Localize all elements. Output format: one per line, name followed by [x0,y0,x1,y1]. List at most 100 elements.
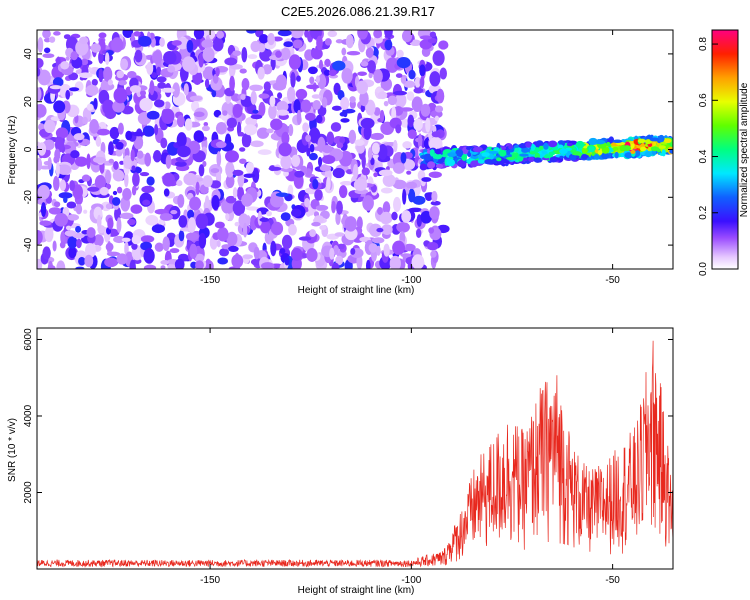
heatmap-noise-cell [311,221,321,227]
spectrogram-ylabel: Frequency (Hz) [7,116,18,185]
heatmap-noise-cell [363,125,372,141]
heatmap-noise-cell [241,193,253,207]
heatmap-noise-cell [335,255,344,266]
heatmap-noise-cell [286,86,296,103]
heatmap-noise-cell [357,71,368,76]
x-tick-label: -100 [401,275,421,286]
heatmap-noise-cell [438,40,449,50]
heatmap-noise-cell [96,214,102,230]
heatmap-noise-cell [258,34,269,44]
heatmap-noise-cell [134,49,143,63]
heatmap-signal-cell [481,152,490,157]
heatmap-noise-cell [305,211,315,216]
heatmap-noise-cell [141,185,155,194]
heatmap-noise-cell [305,134,311,143]
heatmap-noise-cell [260,220,271,234]
heatmap-noise-cell [279,248,286,255]
heatmap-noise-cell [113,160,119,170]
heatmap-signal-cell [658,145,666,149]
heatmap-noise-cell [145,215,159,226]
heatmap-noise-cell [182,56,196,72]
snr-frame [36,327,674,570]
heatmap-noise-cell [395,124,402,134]
heatmap-noise-cell [266,210,272,217]
heatmap-noise-cell [403,243,416,252]
colorbar-label: Normalized spectral amplitude [739,82,750,217]
heatmap-noise-cell [157,82,167,89]
heatmap-noise-cell [373,172,378,178]
spectrogram-ticks: -150 -100 -50 -40 -20 0 20 40 [23,30,673,286]
heatmap-noise-cell [167,65,176,73]
heatmap-signal-cell [435,148,442,155]
heatmap-noise-cell [350,247,356,255]
heatmap-noise-cell [408,188,416,203]
heatmap-noise-cell [131,165,136,171]
heatmap-noise-cell [391,211,398,221]
heatmap-signal-cell [595,139,606,145]
heatmap-signal-cell [661,149,666,157]
heatmap-signal-cell [505,156,516,161]
heatmap-signal-cell [644,150,653,158]
heatmap-noise-cell [309,76,315,85]
heatmap-noise-cell [429,31,437,38]
heatmap-noise-cell [234,221,240,227]
heatmap-noise-cell [245,206,260,211]
heatmap-noise-cell [373,107,381,116]
heatmap-noise-cell [161,108,175,124]
heatmap-noise-cell [428,171,442,178]
heatmap-noise-cell [228,245,239,252]
heatmap-noise-cell [54,212,69,227]
heatmap-noise-cell [307,66,318,75]
heatmap-noise-cell [356,216,363,230]
heatmap-noise-cell [341,47,347,56]
heatmap-signal-cell [547,140,558,148]
heatmap-signal-cell [455,149,464,157]
heatmap-noise-cell [315,114,323,124]
heatmap-noise-cell [37,67,41,77]
heatmap-noise-cell [149,80,155,96]
heatmap-signal-cell [446,152,457,157]
heatmap-noise-cell [44,226,54,243]
heatmap-noise-cell [276,100,289,113]
heatmap-noise-cell [198,52,204,68]
heatmap-noise-cell [202,160,207,167]
heatmap-noise-cell [47,265,56,269]
heatmap-noise-cell [154,208,169,215]
snr-series-line [37,340,673,568]
heatmap-noise-cell [162,172,175,187]
heatmap-noise-cell [86,153,91,170]
heatmap-noise-cell [217,257,229,265]
heatmap-noise-cell [66,201,77,209]
heatmap-noise-cell [383,100,389,107]
heatmap-signal-cell [581,147,588,154]
heatmap-signal-cell [559,148,568,155]
heatmap-noise-cell [202,175,213,188]
heatmap-signal-cell [588,137,598,146]
heatmap-noise-cell [186,39,194,53]
heatmap-noise-cell [405,181,418,190]
heatmap-noise-cell [105,203,113,210]
heatmap-noise-cell [216,240,221,248]
heatmap-noise-cell [202,47,215,63]
heatmap-noise-cell [377,207,383,215]
heatmap-noise-cell [379,211,393,225]
heatmap-noise-cell [361,167,370,176]
heatmap-noise-cell [381,224,393,235]
heatmap-noise-cell [376,227,384,233]
heatmap-noise-cell [420,75,425,89]
heatmap-noise-cell [40,202,47,218]
heatmap-noise-cell [37,258,43,269]
heatmap-signal-cell [435,163,444,169]
heatmap-noise-cell [67,236,78,249]
heatmap-noise-cell [42,246,51,260]
heatmap-noise-cell [161,87,175,93]
x-tick-label: -150 [200,575,220,586]
y-tick-label: 40 [23,48,34,60]
heatmap-noise-cell [58,192,73,199]
heatmap-noise-cell [252,168,260,183]
heatmap-noise-cell [314,189,323,201]
x-tick-label: -100 [401,575,421,586]
heatmap-signal-cell [508,144,513,150]
heatmap-noise-cell [226,117,238,129]
heatmap-noise-cell [187,140,201,154]
